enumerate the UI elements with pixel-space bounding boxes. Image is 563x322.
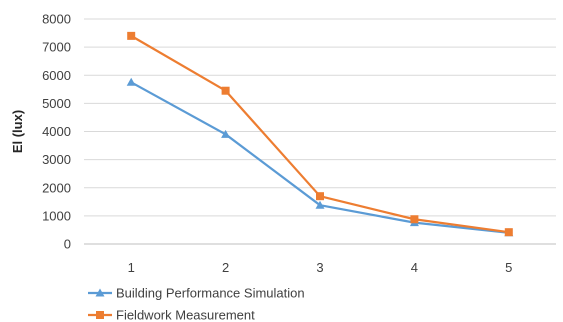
x-tick-label: 1 [128,260,135,275]
legend-label: Fieldwork Measurement [116,308,255,322]
y-tick-label: 4000 [42,124,71,139]
y-tick-label: 1000 [42,208,71,223]
data-point [316,192,324,201]
gridlines [84,18,556,245]
series-lines [126,31,514,237]
y-tick-label: 7000 [42,40,71,55]
series-building-performance-simulation [126,77,514,237]
y-tick-label: 8000 [42,12,71,27]
x-tick-label: 5 [505,260,512,275]
data-point [127,31,136,40]
x-axis-ticks: 1 2 3 4 5 [128,260,513,275]
data-point [126,77,136,86]
series-line [130,81,509,234]
data-point [410,215,419,224]
series-fieldwork-measurement [127,31,513,237]
legend-item: Building Performance Simulation [88,286,305,301]
y-axis-title: El (lux) [10,110,25,153]
x-tick-label: 4 [411,260,418,275]
legend-marker [95,288,105,297]
y-tick-label: 6000 [42,68,71,83]
legend: Building Performance Simulation Fieldwork… [88,286,305,322]
legend-item: Fieldwork Measurement [88,308,255,322]
data-point [504,228,513,237]
y-tick-label: 0 [64,237,71,252]
x-tick-label: 2 [222,260,229,275]
data-point [221,86,230,95]
y-axis-ticks: 0 1000 2000 3000 4000 5000 6000 7000 8000 [42,12,71,252]
data-point [221,129,231,138]
legend-label: Building Performance Simulation [116,286,305,301]
data-point [315,200,325,209]
y-tick-label: 5000 [42,96,71,111]
y-tick-label: 3000 [42,152,71,167]
x-tick-label: 3 [316,260,323,275]
legend-marker [96,311,104,319]
y-tick-label: 2000 [42,180,71,195]
